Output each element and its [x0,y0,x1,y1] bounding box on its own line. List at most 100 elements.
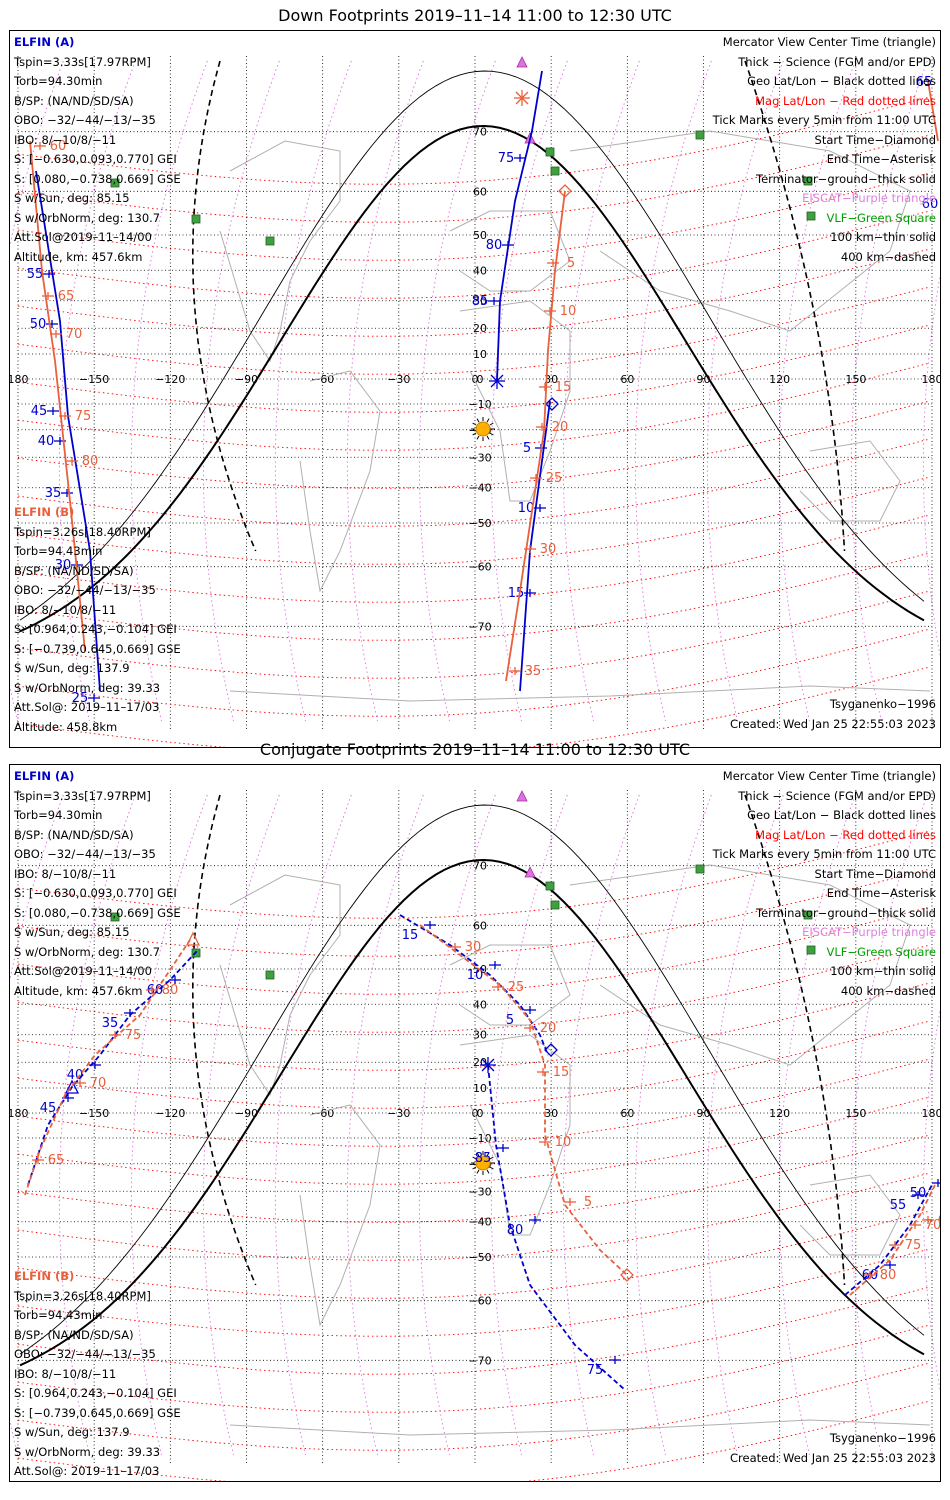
sun-ray [486,435,490,440]
sun-ray [489,1156,494,1160]
sun-ray [486,418,490,423]
elfin-a-tick-label: 40 [67,1068,84,1083]
lon-tick-label: −150 [79,1107,109,1120]
elfin-a-line: S w/OrbNorm, deg: 130.7 [14,210,161,225]
panel-title-conj: Conjugate Footprints 2019–11–14 11:00 to… [259,740,691,759]
mag-lon-line [634,794,712,1456]
elfin-b-line: Torb=94.43min [14,1308,103,1322]
mag-lat-line [17,438,931,527]
elfin-b-track [505,190,566,682]
vlf-square [806,945,816,955]
mag-lat-line [17,1400,931,1481]
elfin-a-tick-label: 75 [498,151,515,166]
lat-tick-label: 20 [473,322,487,335]
elfin-b-tick-label: 10 [560,304,577,319]
terminator-400km [744,794,846,1286]
vlf-square [550,900,560,910]
elfin-b-tick-label: 15 [553,1065,570,1080]
mag-lat-line [17,1020,931,1109]
elfin-a-start-diamond [544,1043,558,1057]
elfin-b-tick-label: 75 [75,409,92,424]
mag-lat-line [17,666,931,747]
elfin-a-line: S: [−0.630,0.093,0.770] GEI [14,886,177,900]
legend-item: Tick Marks every 5min from 11:00 UTC [712,113,936,127]
lon-tick-label: 180 [922,1107,942,1120]
elfin-b-line: S: [0.964,0.243,−0.104] GEI [14,622,177,636]
mag-lat-line [17,1134,931,1223]
vlf-square [803,910,813,920]
panel-title-down: Down Footprints 2019–11–14 11:00 to 12:3… [278,6,672,25]
elfin-b-tick-label: 60 [50,139,67,154]
elfin-a-track [519,400,551,692]
legend-item: 100 km−thin solid [830,964,936,978]
lat-tick-label: 40 [473,264,487,277]
mag-lat-line [17,552,931,641]
mag-lat-line [17,982,931,1071]
sun-ray [476,1152,480,1157]
elfin-a-line: S w/Sun, deg: 85.15 [14,191,130,205]
elfin-a-tick-label: 65 [916,75,933,90]
elfin-b-line: Att.Sol@: 2019–11–17/03 [14,1464,160,1478]
elfin-b-header: ELFIN (B) [14,505,75,519]
vlf-square [550,166,560,176]
legend-item: 100 km−thin solid [830,230,936,244]
elfin-b-tick-label: 70 [66,327,83,342]
elfin-a-track [487,1064,626,1391]
lat-tick-label: −50 [468,517,491,530]
lon-tick-label: −120 [155,1107,185,1120]
vlf-square [265,236,275,246]
elfin-b-line: Torb=94.43min [14,544,103,558]
elfin-b-start-diamond [620,1268,634,1282]
lat-tick-label: 60 [473,185,487,198]
elfin-a-tick-label: 75 [587,1363,604,1378]
elfin-a-line: S w/OrbNorm, deg: 130.7 [14,944,161,959]
lon-tick-label: 180 [10,1107,29,1120]
lon-tick-label: 150 [845,373,866,386]
lat-tick-label: −70 [468,1354,491,1367]
vlf-square [545,147,555,157]
sun-ray [486,1152,490,1157]
elfin-a-tick-label: 45 [40,1101,57,1116]
coast-europe [449,210,571,292]
terminator-400km [192,794,257,1286]
lon-tick-label: 30 [544,1107,558,1120]
coast-africa [459,300,571,502]
mag-lon-line [562,60,640,722]
lon-tick-label: −90 [235,1107,258,1120]
sun-ray [489,432,494,436]
elfin-b-tick-label: 25 [508,980,525,995]
lon-tick-label: −30 [387,373,410,386]
mag-lat-line [17,400,931,489]
legend-item: VLF−Green Square [826,210,937,225]
elfin-b-end-asterisk [515,91,529,105]
terminator-100km [19,804,925,1355]
elfin-b-line: Altitude: 458.8km [14,1482,181,1483]
elfin-a-info-conj: ELFIN (A) Tspin=3.33s[17.97RPM] Torb=94.… [14,767,181,1001]
sun-ray [476,1169,480,1174]
elfin-a-tick-label: 10 [518,501,535,516]
mag-lat-line [17,1210,931,1299]
lon-tick-label: 60 [620,373,634,386]
legend-item: Thick − Science (FGM and/or EPD) [738,788,936,803]
coast-australia [799,1174,901,1256]
elfin-a-start-diamond [545,397,559,411]
lon-tick-label: 150 [845,1107,866,1120]
lat-tick-label: 70 [473,860,487,873]
elfin-b-line: S w/Sun, deg: 137.9 [14,661,130,675]
terminator-400km [192,60,257,552]
lat-tick-label: −30 [468,451,491,464]
mag-lon-line [202,60,280,722]
lat-tick-label: 20 [473,1056,487,1069]
elfin-a-line: S w/Sun, deg: 85.15 [14,925,130,939]
legend-item: Geo Lat/Lon − Black dotted lines [747,808,936,822]
elfin-b-header: ELFIN (B) [14,1269,75,1283]
mag-lon-line [562,794,640,1456]
lat-tick-label: 50 [473,229,487,242]
elfin-a-line: B/SP: (NA/ND/SD/SA) [14,93,134,108]
elfin-b-tick-label: 20 [552,420,569,435]
vlf-square [545,881,555,891]
mag-lat-line [17,476,931,565]
legend-item: Start Time−Diamond [814,132,936,147]
elfin-a-line: Tspin=3.33s[17.97RPM] [14,54,151,69]
vlf-square [695,864,705,874]
